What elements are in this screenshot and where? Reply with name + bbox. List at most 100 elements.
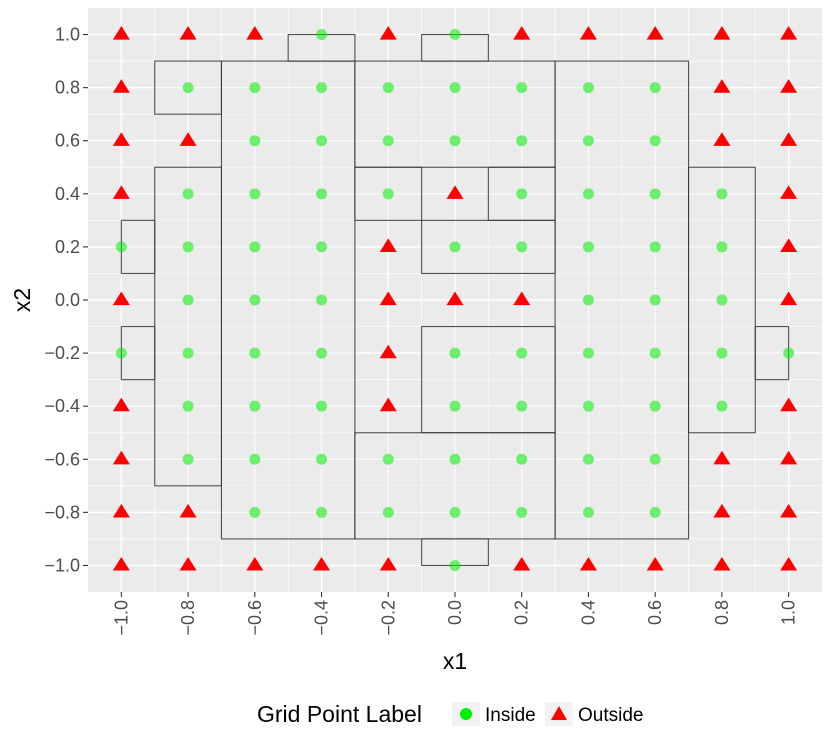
- inside-point: [649, 294, 661, 306]
- legend-outside-triangle-icon: [551, 706, 567, 720]
- outside-point: [579, 556, 597, 571]
- inside-point: [316, 188, 328, 200]
- x-tick-label: 0.6: [645, 600, 665, 625]
- inside-point: [249, 400, 261, 412]
- outside-point: [112, 291, 130, 306]
- region-rectangle: [120, 219, 156, 275]
- inside-point: [716, 188, 728, 200]
- inside-point: [649, 453, 661, 465]
- outside-point: [713, 556, 731, 571]
- inside-point: [582, 135, 594, 147]
- inside-point: [249, 506, 261, 518]
- x-tick-label: 1.0: [779, 600, 799, 625]
- outside-point: [513, 556, 531, 571]
- inside-point: [382, 188, 394, 200]
- inside-point: [449, 347, 461, 359]
- y-tick-label: −0.8: [44, 502, 80, 522]
- x-tick-label: −0.4: [312, 600, 332, 636]
- outside-point: [246, 556, 264, 571]
- inside-point: [649, 347, 661, 359]
- outside-point: [379, 26, 397, 40]
- outside-point: [713, 132, 731, 146]
- y-tick-label: 1.0: [55, 25, 80, 45]
- outside-point: [780, 238, 798, 253]
- outside-point: [780, 503, 798, 518]
- outside-point: [112, 132, 130, 146]
- y-tick-label: −0.6: [44, 449, 80, 469]
- inside-point: [249, 453, 261, 465]
- axes: −1.0 −0.8 −0.6 −0.4 −0.2 0.0 0.2 0.4 0.6 0.8 1.0 −1…: [44, 25, 798, 636]
- x-tick-label: −0.8: [178, 600, 198, 636]
- outside-point: [446, 291, 464, 306]
- region-rectangle: [421, 325, 556, 434]
- x-tick-label: −0.6: [245, 600, 265, 636]
- inside-point: [182, 82, 194, 94]
- region-rectangle: [354, 60, 556, 168]
- inside-point: [449, 29, 461, 41]
- inside-point: [582, 506, 594, 518]
- inside-point: [316, 400, 328, 412]
- inside-point: [182, 347, 194, 359]
- outside-point: [379, 556, 397, 571]
- inside-point: [516, 135, 528, 147]
- outside-point: [179, 503, 197, 518]
- inside-point: [115, 347, 127, 359]
- inside-point: [516, 241, 528, 253]
- inside-point: [449, 135, 461, 147]
- outside-point: [379, 397, 397, 412]
- outside-point: [246, 26, 264, 40]
- inside-point: [316, 241, 328, 253]
- outside-point: [780, 26, 798, 40]
- outside-point: [780, 185, 798, 199]
- outside-point: [780, 556, 798, 571]
- x-axis-title: x1: [443, 648, 467, 674]
- inside-point: [249, 82, 261, 94]
- inside-point: [449, 400, 461, 412]
- inside-point: [783, 347, 795, 359]
- outside-point: [780, 450, 798, 465]
- outside-point: [713, 450, 731, 465]
- x-tick-label: 0.8: [712, 600, 732, 625]
- outside-point: [379, 344, 397, 359]
- inside-point: [716, 294, 728, 306]
- inside-point: [316, 135, 328, 147]
- inside-point: [316, 506, 328, 518]
- outside-point: [112, 450, 130, 465]
- outside-point: [713, 26, 731, 40]
- x-tick-label: −0.2: [378, 600, 398, 636]
- inside-point: [582, 188, 594, 200]
- outside-point: [646, 556, 664, 571]
- inside-point: [649, 82, 661, 94]
- outside-point: [112, 185, 130, 199]
- region-rectangle: [354, 166, 423, 221]
- outside-point: [112, 397, 130, 412]
- inside-point: [382, 135, 394, 147]
- grid-points: [112, 26, 798, 571]
- legend-inside-circle-icon: [460, 708, 472, 720]
- region-rectangle: [154, 166, 223, 487]
- inside-point: [316, 82, 328, 94]
- y-axis-title: x2: [9, 288, 35, 312]
- inside-point: [716, 400, 728, 412]
- y-tick-label: −0.4: [44, 396, 80, 416]
- inside-point: [316, 347, 328, 359]
- outside-point: [179, 26, 197, 40]
- outside-point: [179, 132, 197, 146]
- region-rectangle: [354, 432, 556, 540]
- inside-point: [582, 400, 594, 412]
- inside-point: [449, 241, 461, 253]
- inside-point: [516, 82, 528, 94]
- inside-point: [249, 188, 261, 200]
- inside-point: [382, 506, 394, 518]
- inside-point: [516, 400, 528, 412]
- inside-point: [582, 453, 594, 465]
- region-rectangle: [554, 60, 690, 540]
- inside-point: [649, 506, 661, 518]
- outside-point: [179, 556, 197, 571]
- outside-point: [780, 79, 798, 93]
- inside-point: [249, 347, 261, 359]
- inside-point: [115, 241, 127, 253]
- outside-point: [313, 556, 331, 571]
- inside-point: [582, 294, 594, 306]
- inside-point: [516, 453, 528, 465]
